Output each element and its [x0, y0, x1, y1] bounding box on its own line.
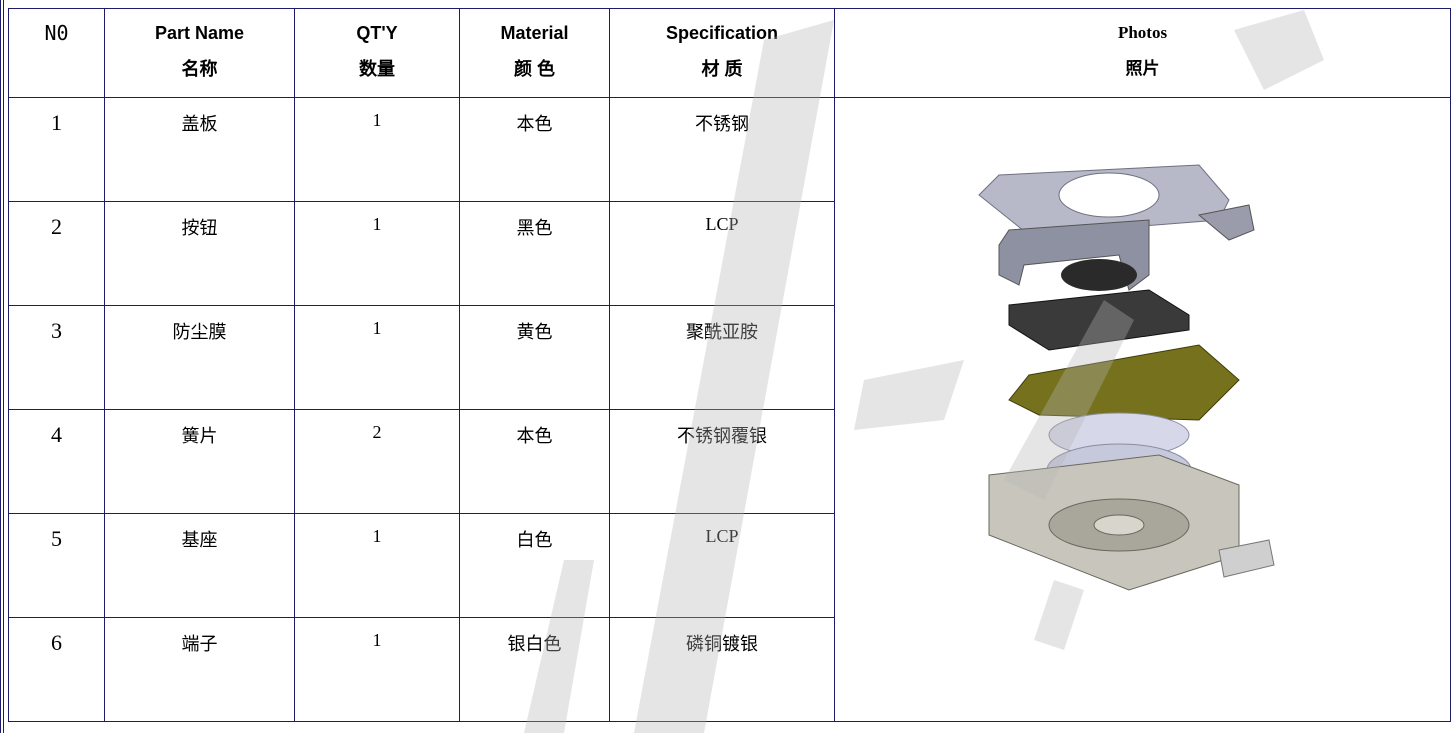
- header-text: 照片: [1125, 59, 1160, 78]
- table-cell: 银白色: [459, 617, 610, 722]
- table-row: 2 按钮 1 黑色 LCP: [8, 201, 1451, 306]
- table-cell: 防尘膜: [104, 305, 295, 410]
- table-cell: 本色: [459, 97, 610, 202]
- table-cell: 基座: [104, 513, 295, 618]
- film: [1008, 344, 1240, 421]
- table-cell: 按钮: [104, 201, 295, 306]
- table-cell: 1: [294, 201, 460, 306]
- table-row: 6 端子 1 银白色 磷铜镀银: [8, 617, 1451, 722]
- table-cell: 1: [294, 305, 460, 410]
- table-cell: 端子: [104, 617, 295, 722]
- header-text: 名称: [181, 59, 218, 79]
- cover-leg: [1197, 204, 1255, 241]
- header-text: Specification: [665, 23, 779, 43]
- table-cell: 黄色: [459, 305, 610, 410]
- table-cell: 6: [8, 617, 105, 722]
- parts-table: N0 Part Name 名称 QT'Y 数量 Material 颜 色 Specif…: [8, 8, 1451, 722]
- table-cell: 黑色: [459, 201, 610, 306]
- table-cell: 聚酰亚胺: [609, 305, 835, 410]
- header-row: N0 Part Name 名称 QT'Y 数量 Material 颜 色 Specif…: [8, 8, 1451, 98]
- header-cell: Specification 材 质: [609, 8, 835, 98]
- header-cell: Material 颜 色: [459, 8, 610, 98]
- table-cell: 1: [294, 617, 460, 722]
- header-text: N0: [44, 21, 69, 45]
- table-cell: 磷铜镀银: [609, 617, 835, 722]
- header-text: 材 质: [701, 59, 743, 79]
- header-text: Part Name: [154, 23, 245, 43]
- table-cell: 本色: [459, 409, 610, 514]
- exploded-view: [978, 164, 1275, 591]
- table-row: 5 基座 1 白色 LCP: [8, 513, 1451, 618]
- terminal: [1218, 539, 1275, 578]
- table-cell: 1: [8, 97, 105, 202]
- table-cell: 不锈钢覆银: [609, 409, 835, 514]
- table-cell: 2: [8, 201, 105, 306]
- table-cell: LCP: [609, 201, 835, 306]
- table-cell: 白色: [459, 513, 610, 618]
- button: [1008, 289, 1190, 351]
- header-text: QT'Y: [356, 23, 398, 43]
- table-cell: 5: [8, 513, 105, 618]
- button-top: [1061, 259, 1137, 291]
- table-cell: LCP: [609, 513, 835, 618]
- header-cell: QT'Y 数量: [294, 8, 460, 98]
- table-cell: 盖板: [104, 97, 295, 202]
- header-text: Material: [500, 23, 569, 43]
- table-cell: 不锈钢: [609, 97, 835, 202]
- table-cell: 1: [294, 513, 460, 618]
- header-cell: Photos 照片: [834, 8, 1451, 98]
- cover-hole: [1058, 172, 1160, 218]
- table-cell: 1: [294, 97, 460, 202]
- cover-leg: [998, 219, 1150, 291]
- table-cell: 簧片: [104, 409, 295, 514]
- table-cell: 4: [8, 409, 105, 514]
- base-center: [1093, 514, 1145, 536]
- header-text: 数量: [359, 59, 395, 79]
- table-cell: 2: [294, 409, 460, 514]
- table-cell: 3: [8, 305, 105, 410]
- header-cell: Part Name 名称: [104, 8, 295, 98]
- table-row: 3 防尘膜 1 黄色 聚酰亚胺: [8, 305, 1451, 410]
- header-text: Photos: [1117, 23, 1168, 42]
- header-cell: N0: [8, 8, 105, 98]
- header-text: 颜 色: [513, 59, 555, 79]
